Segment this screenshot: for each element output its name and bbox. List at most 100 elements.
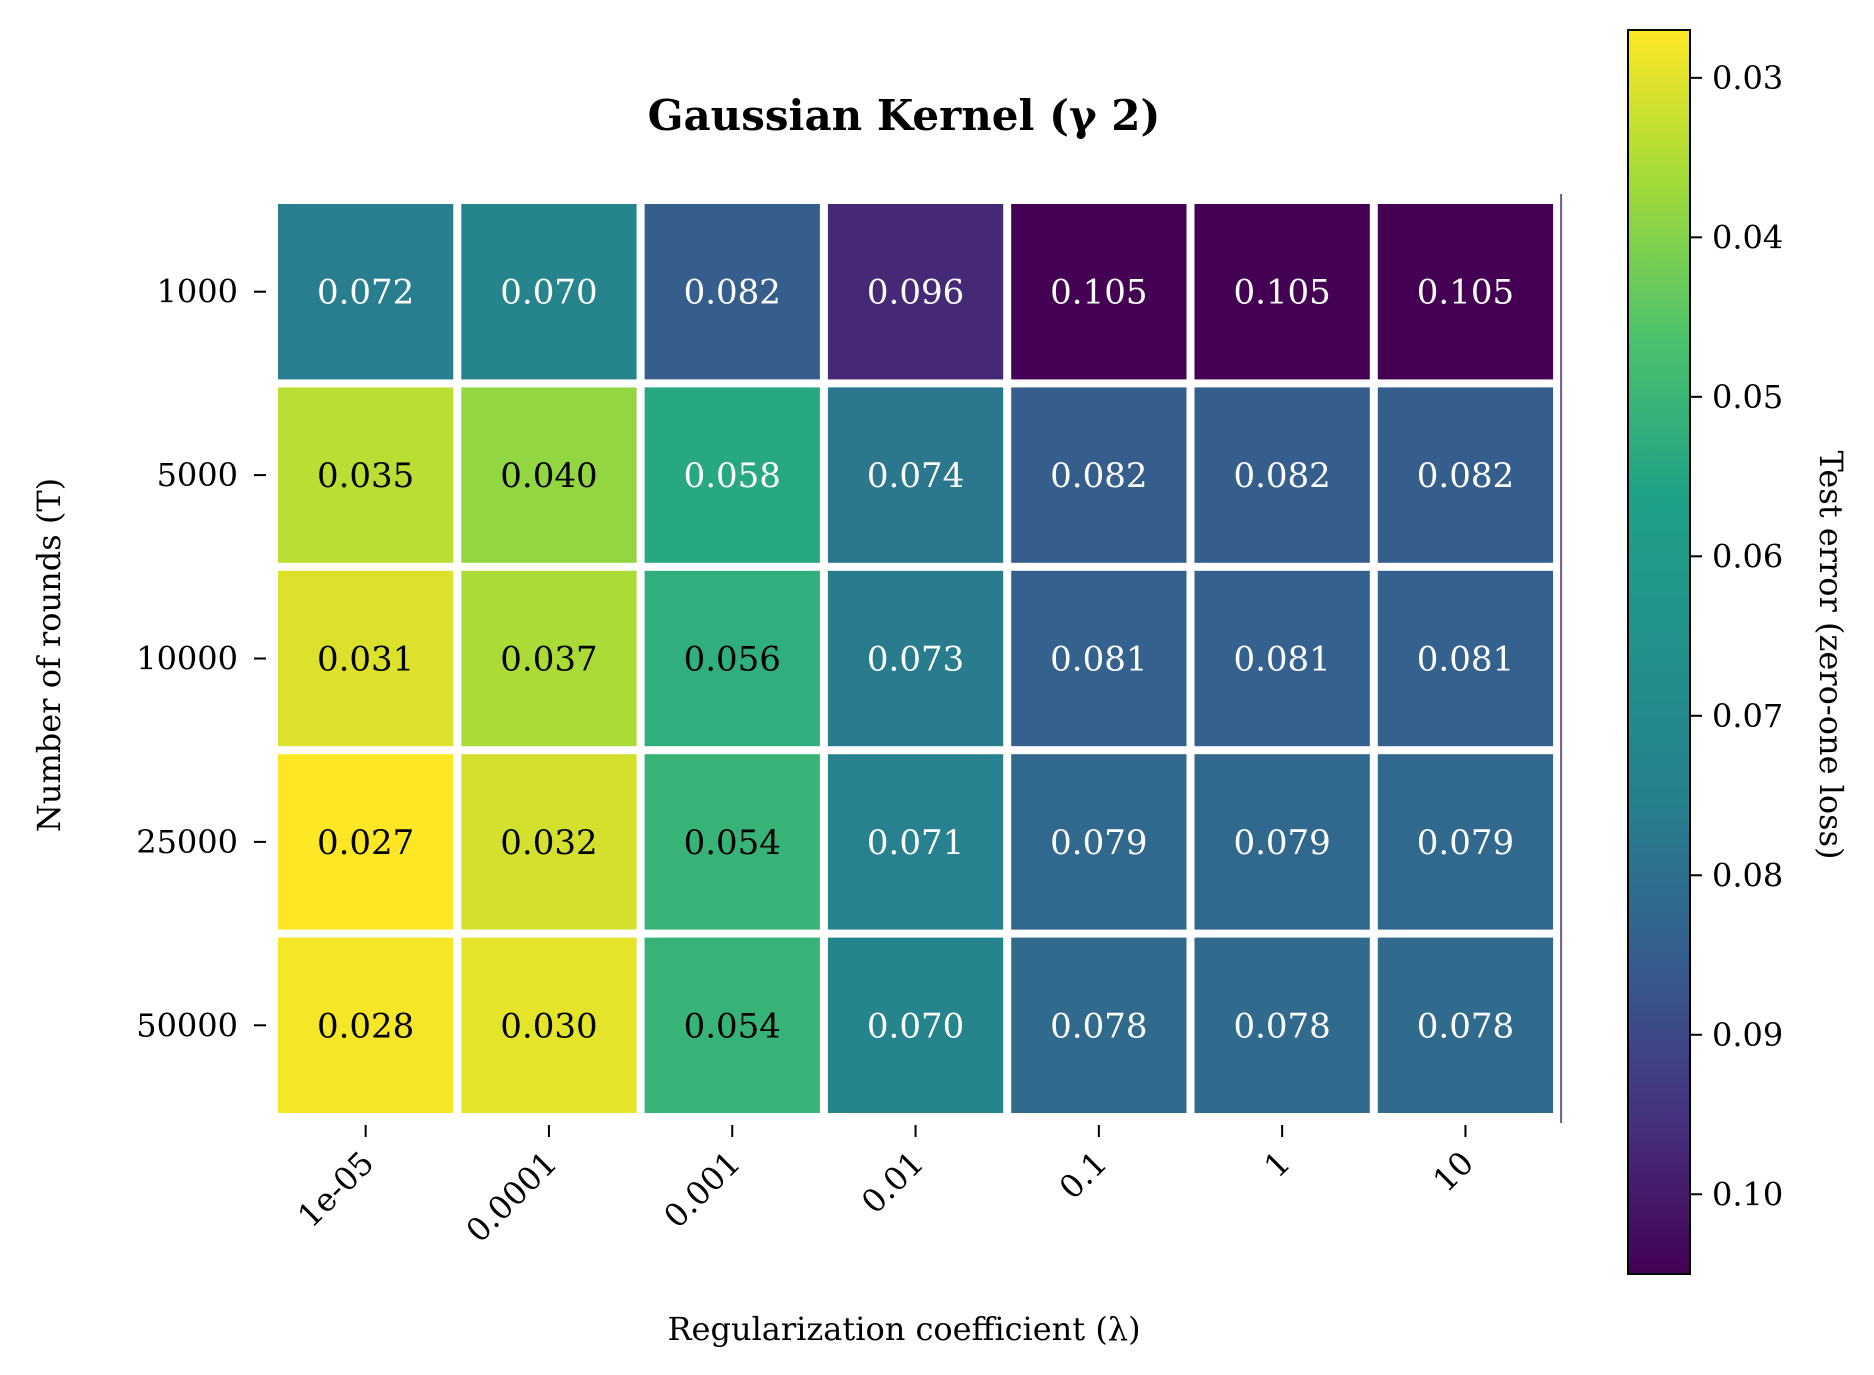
cell-label-r2-c3: 0.073	[867, 640, 964, 680]
cell-label-r0-c2: 0.082	[684, 273, 781, 313]
cell-label-r3-c0: 0.027	[317, 823, 414, 863]
cell-r3-c6	[1377, 754, 1554, 930]
x-tick-label-4: 0.1	[1052, 1144, 1115, 1207]
cell-r1-c6	[1377, 387, 1554, 563]
cell-r0-c0	[278, 204, 454, 380]
cell-label-r1-c3: 0.074	[867, 456, 964, 496]
x-axis-label: Regularization coefficient (λ)	[667, 1310, 1140, 1348]
cell-label-r0-c4: 0.105	[1050, 273, 1147, 313]
cell-r3-c4	[1011, 754, 1187, 930]
cell-label-r3-c5: 0.079	[1233, 823, 1330, 863]
cell-r2-c1	[461, 570, 637, 747]
cell-r0-c1	[461, 204, 637, 380]
cell-label-r2-c6: 0.081	[1417, 640, 1514, 680]
cell-r4-c0	[278, 937, 454, 1113]
cell-label-r4-c2: 0.054	[684, 1006, 781, 1046]
cell-label-r0-c6: 0.105	[1417, 273, 1514, 313]
x-axis-ticks: 1e-05 0.0001 0.001 0.01 0.1 1 10	[290, 1125, 1481, 1250]
cell-r2-c6	[1377, 570, 1554, 747]
x-tick-label-6: 10	[1425, 1144, 1481, 1200]
y-tick-label-0: 1000	[157, 273, 238, 311]
cell-r3-c2	[644, 754, 820, 930]
colorbar-tick-label-3: 0.06	[1712, 537, 1783, 575]
cell-r0-c2	[644, 204, 820, 380]
colorbar-tick-label-2: 0.05	[1712, 378, 1783, 416]
cell-r2-c4	[1011, 570, 1187, 747]
cell-r2-c3	[827, 570, 1004, 747]
cell-r3-c0	[278, 754, 454, 930]
chart-title: Gaussian Kernel (γ 2)	[648, 91, 1161, 140]
cell-label-r1-c2: 0.058	[684, 456, 781, 496]
colorbar-tick-label-1: 0.04	[1712, 218, 1783, 256]
y-axis-ticks: 1000 5000 10000 25000 50000	[136, 273, 266, 1044]
cell-label-r4-c1: 0.030	[500, 1006, 597, 1046]
cell-label-r2-c4: 0.081	[1050, 640, 1147, 680]
cell-r3-c3	[827, 754, 1004, 930]
cell-label-r0-c3: 0.096	[867, 273, 964, 313]
cell-r3-c5	[1194, 754, 1370, 930]
cell-r0-c3	[827, 204, 1004, 380]
cell-label-r2-c0: 0.031	[317, 640, 414, 680]
cell-label-r1-c1: 0.040	[500, 456, 597, 496]
cell-label-r0-c5: 0.105	[1233, 273, 1330, 313]
heatmap-cells: 0.072 0.070 0.082 0.096 0.105 0.105 0.105 0.035…	[278, 194, 1563, 1123]
cell-r4-c2	[644, 937, 820, 1113]
cell-label-r4-c3: 0.070	[867, 1006, 964, 1046]
y-tick-label-1: 5000	[157, 456, 238, 494]
colorbar-tick-label-4: 0.07	[1712, 697, 1783, 735]
cell-r0-c4	[1011, 204, 1187, 380]
cell-r0-c6	[1377, 204, 1554, 380]
cell-r1-c5	[1194, 387, 1370, 563]
x-tick-label-0: 1e-05	[290, 1144, 381, 1235]
colorbar-tick-label-0: 0.03	[1712, 59, 1783, 97]
y-tick-label-3: 25000	[136, 823, 238, 861]
cell-label-r2-c1: 0.037	[500, 640, 597, 680]
cell-r1-c3	[827, 387, 1004, 563]
cell-label-r4-c0: 0.028	[317, 1006, 414, 1046]
colorbar-tick-label-6: 0.09	[1712, 1016, 1783, 1054]
cell-label-r0-c1: 0.070	[500, 273, 597, 313]
cell-label-r0-c0: 0.072	[317, 273, 414, 313]
cell-label-r1-c0: 0.035	[317, 456, 414, 496]
cell-label-r2-c5: 0.081	[1233, 640, 1330, 680]
cell-r4-c3	[827, 937, 1004, 1113]
cell-r1-c4	[1011, 387, 1187, 563]
cell-r4-c5	[1194, 937, 1370, 1113]
cell-label-r2-c2: 0.056	[684, 640, 781, 680]
x-tick-label-1: 0.0001	[459, 1144, 565, 1250]
cell-r1-c1	[461, 387, 637, 563]
cell-r2-c5	[1194, 570, 1370, 747]
cell-r0-c5	[1194, 204, 1370, 380]
cell-label-r3-c3: 0.071	[867, 823, 964, 863]
cell-label-r1-c4: 0.082	[1050, 456, 1147, 496]
colorbar-tick-label-7: 0.10	[1712, 1175, 1783, 1213]
cell-r2-c0	[278, 570, 454, 747]
cell-r3-c1	[461, 754, 637, 930]
colorbar-tick-label-5: 0.08	[1712, 856, 1783, 894]
cell-label-r4-c4: 0.078	[1050, 1006, 1147, 1046]
cell-r4-c6	[1377, 937, 1554, 1113]
y-axis-label: Number of rounds (T)	[30, 478, 68, 832]
cell-r4-c1	[461, 937, 637, 1113]
cell-r1-c2	[644, 387, 820, 563]
x-tick-label-2: 0.001	[656, 1144, 748, 1236]
cell-r4-c4	[1011, 937, 1187, 1113]
y-tick-label-2: 10000	[136, 640, 238, 678]
cell-label-r3-c2: 0.054	[684, 823, 781, 863]
colorbar-ticks: 0.03 0.04 0.05 0.06 0.07 0.08 0.09 0.10	[1690, 59, 1783, 1213]
cell-label-r3-c4: 0.079	[1050, 823, 1147, 863]
cell-label-r1-c5: 0.082	[1233, 456, 1330, 496]
cell-label-r3-c1: 0.032	[500, 823, 597, 863]
x-tick-label-3: 0.01	[854, 1144, 931, 1221]
colorbar	[1627, 29, 1691, 1275]
x-tick-label-5: 1	[1257, 1144, 1298, 1185]
cell-label-r4-c6: 0.078	[1417, 1006, 1514, 1046]
colorbar-label: Test error (zero-one loss)	[1812, 451, 1850, 860]
y-tick-label-4: 50000	[136, 1006, 238, 1044]
cell-label-r4-c5: 0.078	[1233, 1006, 1330, 1046]
cell-r2-c2	[644, 570, 820, 747]
cell-r1-c0	[278, 387, 454, 563]
cell-label-r3-c6: 0.079	[1417, 823, 1514, 863]
